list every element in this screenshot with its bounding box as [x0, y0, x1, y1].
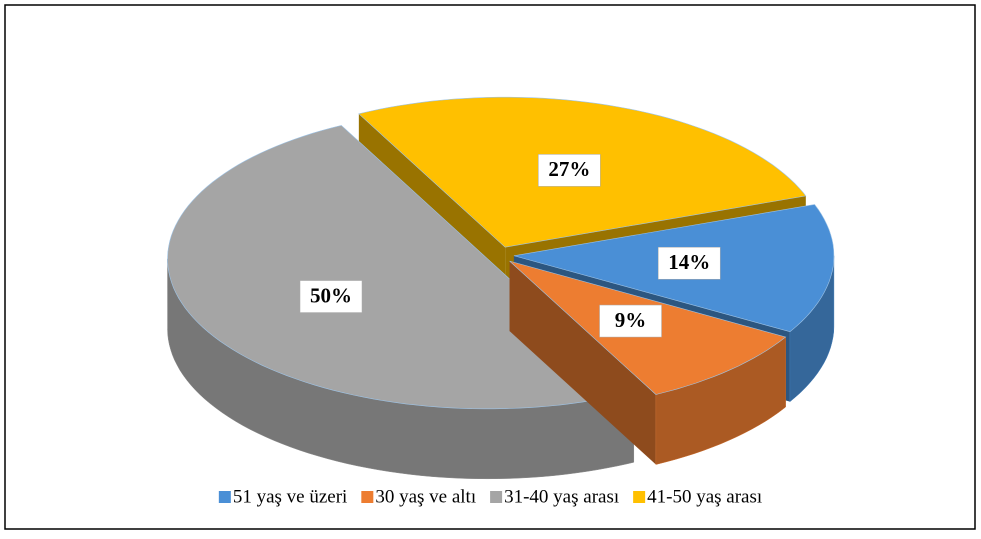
legend-label: 51 yaş ve üzeri: [233, 486, 347, 507]
legend-swatch: [633, 491, 646, 503]
data-label: 27%: [548, 157, 590, 181]
legend-swatch: [361, 491, 374, 503]
legend-swatch: [218, 491, 231, 503]
data-label-box: [599, 304, 662, 338]
legend-label: 41-50 yaş arası: [647, 486, 762, 507]
legend-swatch: [490, 491, 503, 503]
data-label-box: [538, 154, 601, 187]
legend: 51 yaş ve üzeri 30 yaş ve altı 31-40 yaş a…: [218, 486, 762, 507]
legend-label: 31-40 yaş arası: [504, 486, 619, 507]
data-labels: 14% 9% 50% 27%: [299, 154, 721, 338]
data-label-box: [657, 246, 721, 280]
slice-side: [509, 261, 656, 465]
data-label: 14%: [668, 250, 710, 274]
pie: [167, 96, 835, 480]
data-label-box: [299, 280, 363, 313]
legend-label: 30 yaş ve altı: [375, 486, 476, 507]
data-label: 9%: [615, 308, 647, 332]
data-label: 50%: [310, 283, 352, 307]
